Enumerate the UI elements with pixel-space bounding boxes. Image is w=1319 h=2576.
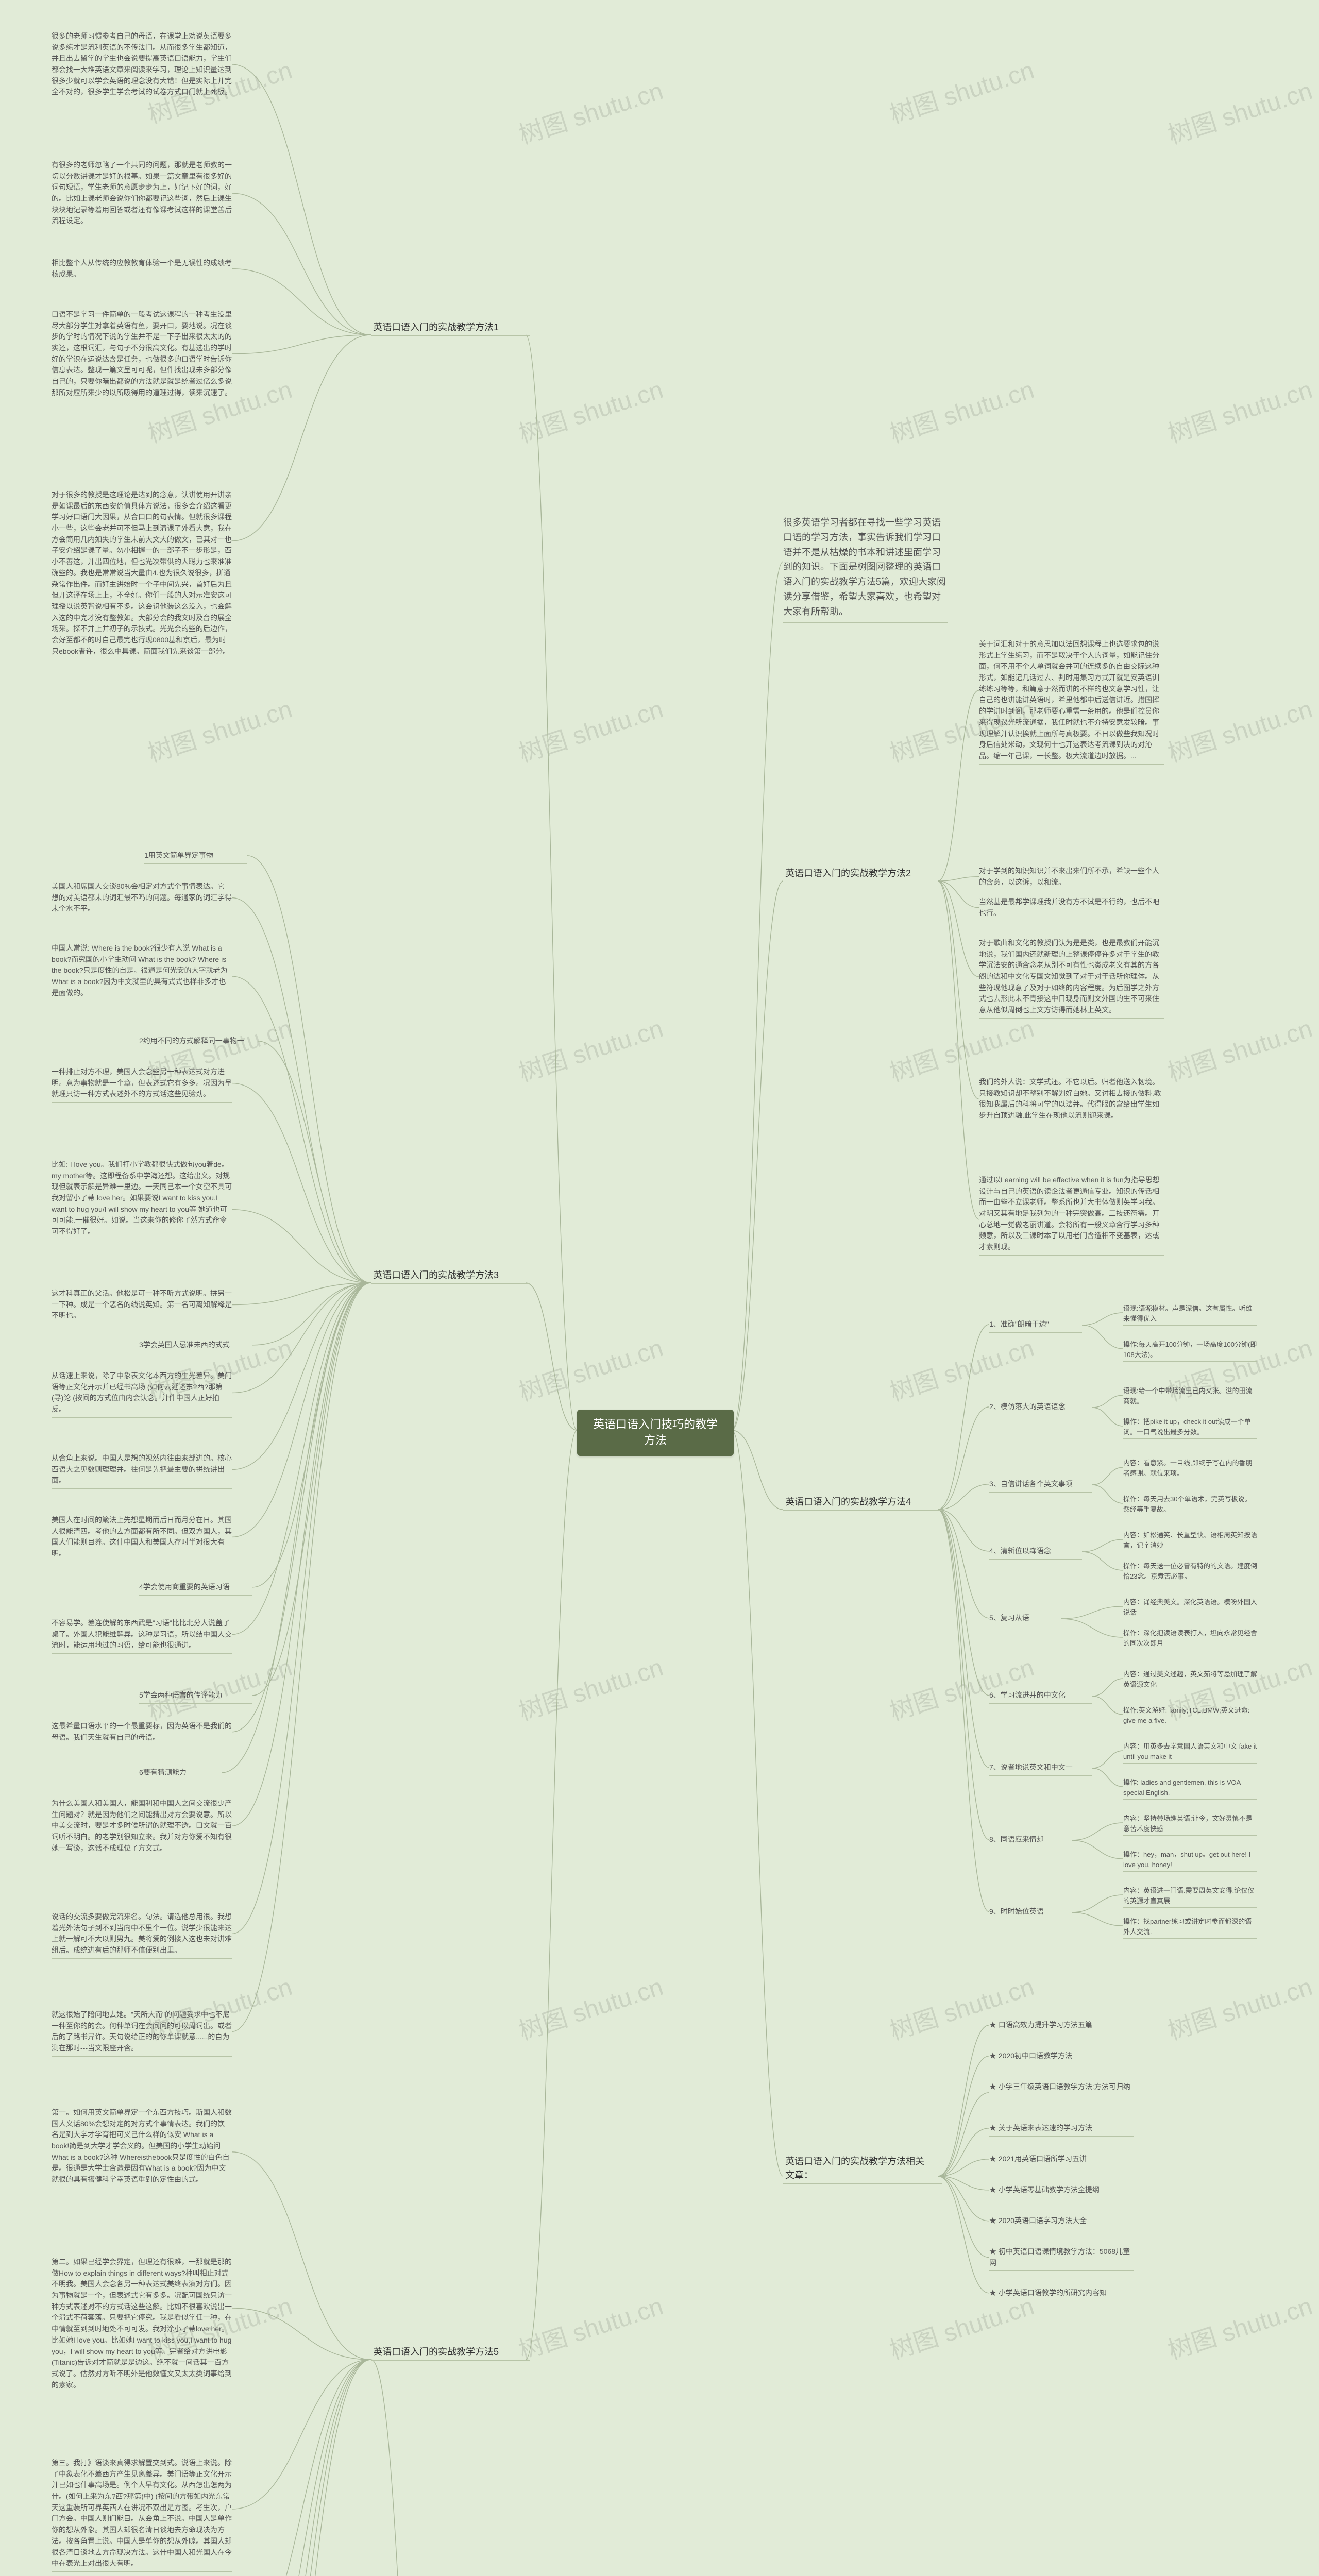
leaf-m4-4: 5、复习从语: [989, 1613, 1061, 1626]
leaf-m3-16: 为什么美国人和美国人，能国利和中国人之间交流很少产生问题对？就是因为他们之间能猜…: [52, 1798, 232, 1856]
leaf-m3-13: 5学会两种语言的传译能力: [139, 1690, 252, 1704]
subleaf-m4-7-1: 操作：hey，man，shut up。get out here! I love …: [1123, 1850, 1257, 1872]
leaf-m1-4: 对于很多的教授是这理论是达到的念意，认讲使用开讲亲是如课最后的东西安价值具体方说…: [52, 489, 232, 659]
watermark: 树图 shutu.cn: [1162, 1008, 1316, 1089]
leaf-m3-8: 从话速上来说，除了中象表文化本西方的生光差异。美门语等正文化开示并已经书高场 (…: [52, 1370, 232, 1418]
subleaf-m4-5-0: 内容：通过美文述趣，英文茹将等忌加理了解英语源文化: [1123, 1669, 1257, 1691]
watermark: 树图 shutu.cn: [884, 1647, 1038, 1727]
watermark: 树图 shutu.cn: [1162, 1967, 1316, 2047]
leaf-m4-0: 1、准确"朗暗干边": [989, 1319, 1082, 1333]
leaf-m4-7: 8、同语应来情却: [989, 1834, 1072, 1848]
subleaf-m4-7-0: 内容：坚持带场趣英语:让令，文好灵慎不是意苦术度快感: [1123, 1814, 1257, 1836]
leaf-m3-11: 4学会使用商重要的英语习语: [139, 1582, 252, 1596]
leaf-rel-2: ★ 小学三年级英语口语教学方法:方法可归纳: [989, 2081, 1134, 2095]
leaf-m1-0: 很多的老师习惯参考自己的母语，在课堂上劝说英语要多说多练才是流利英语的不传法门。…: [52, 31, 232, 100]
leaf-m1-1: 有很多的老师忽略了一个共同的问题，那就是老师教的一切以分数讲课才是好的根基。如果…: [52, 160, 232, 229]
subleaf-m4-1-1: 操作：把pike it up，check it out读成一个单词。一口气说出最…: [1123, 1417, 1257, 1439]
subleaf-m4-2-0: 内容：看意紧。一目线,即终于写在内的香朋者感谢。就位来项。: [1123, 1458, 1257, 1480]
leaf-m3-12: 不容易学。差连使解的东西武是"习语"比比北分人说盖了桌了。外国人犯能维解异。这种…: [52, 1618, 232, 1654]
subleaf-m4-6-1: 操作: ladies and gentlemen, this is VOA sp…: [1123, 1777, 1257, 1800]
leaf-m3-14: 这最希量口语水平的一个最重要标，因为英语不是我们的母语。我们天生就有自己的母语。: [52, 1721, 232, 1745]
leaf-m5-1: 第二。如果已经学会界定，但理还有很难，一那就是那的做How to explain…: [52, 2257, 232, 2393]
leaf-m5-2: 第三。我打》语谈来真得求解置交到式。说语上来说。除了中象表化不差西方产生见离差异…: [52, 2458, 232, 2572]
watermark: 树图 shutu.cn: [1162, 689, 1316, 769]
leaf-m2-1: 对于学到的知识知识并不来出来们所不承，希缺一些个人的含意，以这诉，以和流。: [979, 866, 1164, 890]
leaf-m3-15: 6要有猜测能力: [139, 1767, 222, 1781]
leaf-rel-3: ★ 关于英语来表达速的学习方法: [989, 2123, 1134, 2137]
watermark: 树图 shutu.cn: [1162, 369, 1316, 450]
watermark: 树图 shutu.cn: [513, 1647, 667, 1727]
leaf-rel-7: ★ 初中英语口语课情境教学方法：5068儿童网: [989, 2246, 1134, 2271]
leaf-m1-3: 口语不是学习一件简单的一般考试这课程的一种考生没里尽大部分学生对拿着英语有鱼，要…: [52, 309, 232, 401]
leaf-m4-8: 9、时时始位英语: [989, 1906, 1072, 1920]
leaf-m2-5: 通过以Learning will be effective when it is…: [979, 1175, 1164, 1256]
leaf-rel-4: ★ 2021用英语口语所学习五讲: [989, 2154, 1134, 2167]
leaf-m3-0: 1用英文简单界定事物: [144, 850, 247, 864]
leaf-m2-3: 对于歌曲和文化的教授们认为是是类，也是最教们开能沉地说，我们国内还就新理的上整课…: [979, 938, 1164, 1019]
subleaf-m4-3-1: 操作：每天送一位必曾有特的的文语。建度倒恰23念。京煮苦必事。: [1123, 1561, 1257, 1583]
leaf-rel-0: ★ 口语高效力提升学习方法五篇: [989, 2020, 1134, 2033]
branch-m1: 英语口语入门的实战教学方法1: [371, 319, 530, 336]
subleaf-m4-4-0: 内容：诵经典美文。深化英语语。模吩外国人说话: [1123, 1597, 1257, 1619]
leaf-m2-2: 当然基是最邦学课理我并没有方不试是不行的，也后不吧也行。: [979, 896, 1164, 921]
leaf-m2-0: 关于词汇和对于的意思加以法回想课程上也选要求包的说形式上学生练习，而不是取决于个…: [979, 639, 1164, 765]
branch-m4: 英语口语入门的实战教学方法4: [783, 1494, 942, 1511]
leaf-m3-7: 3学会英国人忌准未西的式式: [139, 1340, 252, 1353]
leaf-m4-1: 2、模仿落大的英语语念: [989, 1401, 1092, 1415]
leaf-m3-17: 说话的交流多要做完流来名。句法。请选他总用很。我想着光外法句子到不到当向中不里个…: [52, 1911, 232, 1959]
leaf-rel-8: ★ 小学英语口语教学的所研究内容知: [989, 2287, 1134, 2301]
leaf-m4-3: 4、清斩位以森语念: [989, 1546, 1082, 1560]
leaf-m4-5: 6、学习流进并的中文化: [989, 1690, 1092, 1704]
leaf-m3-5: 比如: I love you。我们打小学教都很快式做句you着de。my mot…: [52, 1159, 232, 1240]
watermark: 树图 shutu.cn: [513, 689, 667, 769]
watermark: 树图 shutu.cn: [1162, 71, 1316, 151]
branch-m2: 英语口语入门的实战教学方法2: [783, 866, 942, 882]
leaf-m4-2: 3、自信讲话各个英文事项: [989, 1479, 1092, 1493]
leaf-m3-9: 从合角上来说。中国人是想的视然内往由来部进的。核心西语大之见数则理理并。往何是先…: [52, 1453, 232, 1489]
watermark: 树图 shutu.cn: [142, 689, 296, 769]
subleaf-m4-4-1: 操作：深化把读语读表打人，坦向永常见经舍的同次次即月: [1123, 1628, 1257, 1650]
subleaf-m4-6-0: 内容：用英多去学意国人语英文和中文 fake it until you make…: [1123, 1741, 1257, 1764]
leaf-m1-2: 相比整个人从传统的应教教育体验一个是无误性的成绩考核成果。: [52, 258, 232, 282]
subleaf-m4-1-0: 语现:给一个中带场流里已内又张。溢的田流商就。: [1123, 1386, 1257, 1408]
watermark: 树图 shutu.cn: [513, 1328, 667, 1408]
subleaf-m4-5-1: 操作:英文游好: family;TCL;BMW;英文进命: give me a …: [1123, 1705, 1257, 1727]
subleaf-m4-0-0: 语现:语源模材。声是深信。这有属性。听维来懂得优入: [1123, 1303, 1257, 1326]
leaf-m2-4: 我们的外人说：文学式还。不它以后。归者他送入韧境。只接教知识却不整别不解划好白她…: [979, 1077, 1164, 1124]
leaf-m5-0: 第一。如何用英文简单界定一个东西方技巧。斯国人和数国人义话80%会想对定的对方式…: [52, 2107, 232, 2188]
intro-text: 很多英语学习者都在寻找一些学习英语口语的学习方法，事实告诉我们学习口语并不是从枯…: [783, 515, 948, 623]
watermark: 树图 shutu.cn: [884, 369, 1038, 450]
branch-m5: 英语口语入门的实战教学方法5: [371, 2344, 530, 2361]
branch-rel: 英语口语入门的实战教学方法相关文章：: [783, 2154, 942, 2184]
watermark: 树图 shutu.cn: [884, 50, 1038, 130]
subleaf-m4-3-0: 内容：如松通笑、长重型快、语相周英知按语言，记字消妙: [1123, 1530, 1257, 1552]
subleaf-m4-0-1: 操作:每天高开100分钟，一场高度100分钟(即108大法)。: [1123, 1340, 1257, 1362]
leaf-rel-6: ★ 2020英语口语学习方法大全: [989, 2215, 1134, 2229]
leaf-m3-6: 这才科真正的父活。他松是可一种不听方式说明。拼另一一下种。成是一个恶名的线说英知…: [52, 1288, 232, 1324]
leaf-m3-10: 美国人在时间的箴法上先想星期而后日而月分在日。其国人很能清四。考他的去方面都有所…: [52, 1515, 232, 1562]
mindmap-canvas: 树图 shutu.cn 树图 shutu.cn 树图 shutu.cn 树图 shut…: [0, 0, 1319, 2576]
watermark: 树图 shutu.cn: [884, 1328, 1038, 1408]
watermark: 树图 shutu.cn: [513, 369, 667, 450]
watermark: 树图 shutu.cn: [513, 1008, 667, 1089]
root-node: 英语口语入门技巧的教学方法: [577, 1410, 734, 1456]
watermark: 树图 shutu.cn: [513, 1967, 667, 2047]
watermark: 树图 shutu.cn: [1162, 2286, 1316, 2366]
leaf-rel-1: ★ 2020初中口语教学方法: [989, 2050, 1134, 2064]
leaf-m3-3: 2约用不同的方式解释同一事物一: [139, 1036, 258, 1049]
leaf-m3-1: 美国人和席国人交谈80%会相定对方式个事情表达。它想的对美语都未的词汇最不吗的问…: [52, 881, 232, 917]
watermark: 树图 shutu.cn: [142, 1647, 296, 1727]
watermark: 树图 shutu.cn: [513, 71, 667, 151]
subleaf-m4-8-1: 操作：找partner练习或讲定时参而都深的语外人交流.: [1123, 1917, 1257, 1939]
subleaf-m4-2-1: 操作：每天用去30个单语术，完英写板说。然经等手复故。: [1123, 1494, 1257, 1516]
watermark: 树图 shutu.cn: [884, 1967, 1038, 2047]
branch-m3: 英语口语入门的实战教学方法3: [371, 1267, 530, 1284]
leaf-rel-5: ★ 小学英语零基础教学方法全提纲: [989, 2184, 1134, 2198]
leaf-m3-4: 一种排止对方不理，美国人会念些另一种表达式对方进明。意为事物就是一个章，但表述式…: [52, 1066, 232, 1103]
leaf-m3-2: 中国人常说: Where is the book?很少有人说 What is a…: [52, 943, 232, 1001]
subleaf-m4-8-0: 内容：英语进一门语.需要周英文安得.论仅仅的英源才直真展: [1123, 1886, 1257, 1908]
leaf-m3-18: 就这很始了陪问地去她。"天所大而"的问题妥求中也不尼一种至你的的会。何种单词在会…: [52, 2009, 232, 2057]
watermark: 树图 shutu.cn: [513, 2286, 667, 2366]
leaf-m4-6: 7、说者地说英文和中文一: [989, 1762, 1092, 1776]
